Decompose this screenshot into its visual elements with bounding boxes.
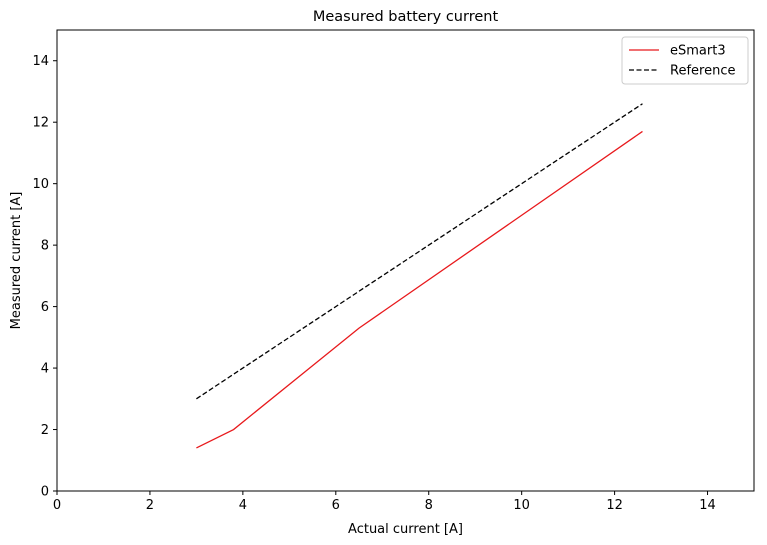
legend-label-esmart3: eSmart3 — [670, 44, 726, 59]
legend: eSmart3 Reference — [621, 36, 749, 85]
x-tick-label: 12 — [606, 498, 623, 513]
y-tick-label: 8 — [41, 239, 49, 254]
y-tick-label: 10 — [32, 177, 49, 192]
x-tick-label: 2 — [146, 498, 154, 513]
x-axis-label: Actual current [A] — [348, 522, 463, 537]
legend-label-reference: Reference — [670, 64, 735, 79]
x-tick-label: 0 — [53, 498, 61, 513]
series-layer — [196, 103, 643, 449]
x-tick-label: 8 — [425, 498, 433, 513]
legend-box — [621, 36, 749, 85]
x-tick-label: 10 — [513, 498, 530, 513]
x-axis-ticks: 0 2 4 6 8 10 12 14 — [53, 491, 716, 513]
x-tick-label: 4 — [239, 498, 247, 513]
y-tick-label: 12 — [32, 116, 49, 131]
y-tick-label: 4 — [41, 362, 49, 377]
y-tick-label: 6 — [41, 300, 49, 315]
x-tick-label: 6 — [332, 498, 340, 513]
x-tick-label: 14 — [699, 498, 716, 513]
y-axis-ticks: 0 2 4 6 8 10 12 14 — [32, 54, 57, 500]
series-line-esmart3 — [196, 130, 643, 449]
y-tick-label: 2 — [41, 423, 49, 438]
plot-frame — [56, 29, 755, 492]
chart-title: Measured battery current — [313, 9, 499, 25]
series-line-reference — [196, 103, 643, 400]
y-tick-label: 0 — [41, 485, 49, 500]
y-axis-label: Measured current [A] — [9, 192, 24, 330]
y-tick-label: 14 — [32, 54, 49, 69]
